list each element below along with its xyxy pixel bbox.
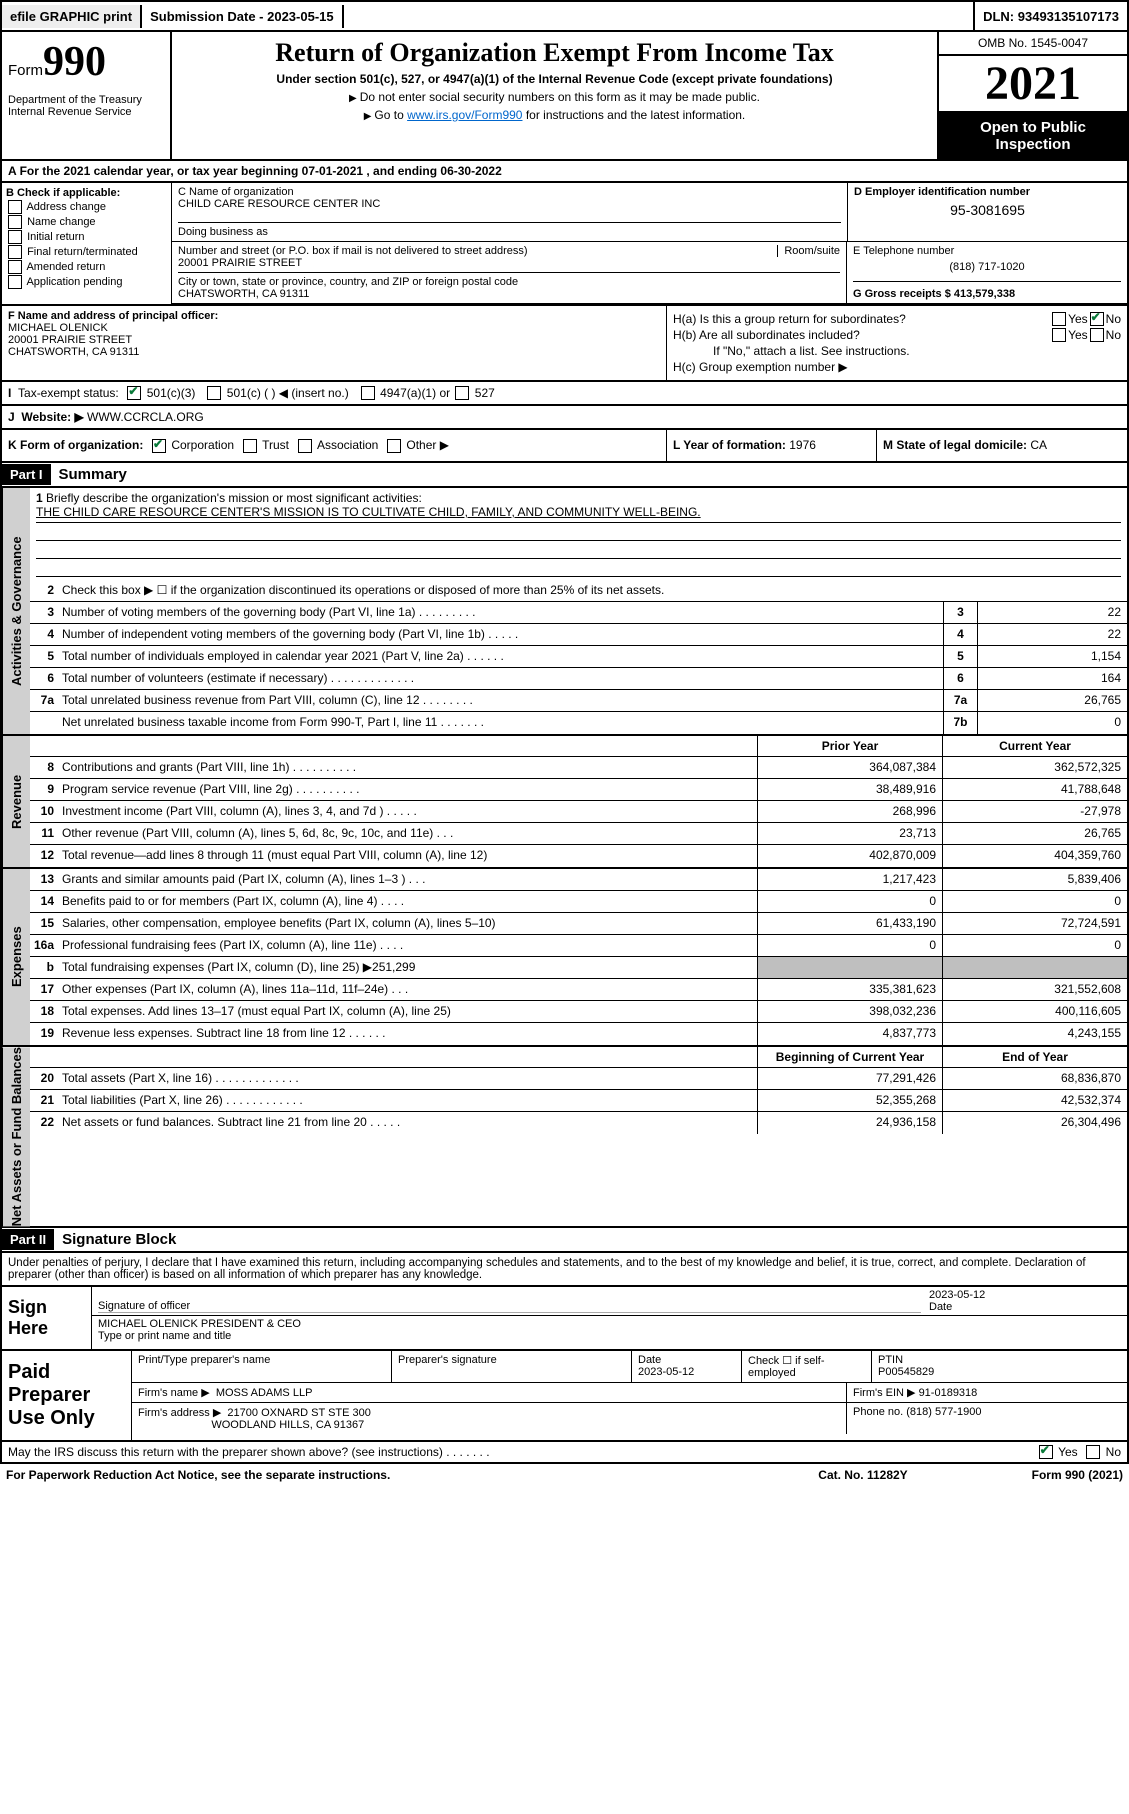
row-j-website: J Website: ▶ WWW.CCRCLA.ORG (0, 406, 1129, 430)
principal-officer: F Name and address of principal officer:… (2, 306, 667, 380)
row-a-tax-year: A For the 2021 calendar year, or tax yea… (0, 161, 1129, 183)
chk-name-change[interactable]: Name change (6, 215, 167, 229)
hb-yes[interactable] (1052, 328, 1066, 342)
row-i-tax-exempt: I Tax-exempt status: 501(c)(3) 501(c) ( … (0, 382, 1129, 406)
form-subtitle: Under section 501(c), 527, or 4947(a)(1)… (178, 72, 931, 86)
tab-governance: Activities & Governance (2, 488, 30, 734)
v3: 22 (977, 602, 1127, 623)
v7a: 26,765 (977, 690, 1127, 711)
net-assets-section: Net Assets or Fund Balances Beginning of… (0, 1047, 1129, 1228)
section-b-c-d-e: B Check if applicable: Address change Na… (0, 183, 1129, 306)
form-title-block: Return of Organization Exempt From Incom… (172, 32, 937, 159)
section-f-h: F Name and address of principal officer:… (0, 306, 1129, 382)
form-header: Form990 Department of the Treasury Inter… (0, 32, 1129, 161)
tab-expenses: Expenses (2, 869, 30, 1045)
row-k-l-m: K Form of organization: Corporation Trus… (0, 430, 1129, 463)
address: Number and street (or P.O. box if mail i… (172, 242, 847, 303)
tab-net-assets: Net Assets or Fund Balances (2, 1047, 30, 1226)
form-note-link: Go to www.irs.gov/Form990 for instructio… (178, 108, 931, 122)
discuss-yes[interactable] (1039, 1445, 1053, 1459)
tax-year: 2021 (939, 56, 1127, 113)
chk-501c[interactable] (207, 386, 221, 400)
revenue-section: Revenue Prior YearCurrent Year 8Contribu… (0, 736, 1129, 869)
chk-assoc[interactable] (298, 439, 312, 453)
expenses-section: Expenses 13Grants and similar amounts pa… (0, 869, 1129, 1047)
bottom-row: For Paperwork Reduction Act Notice, see … (0, 1464, 1129, 1486)
chk-527[interactable] (455, 386, 469, 400)
chk-final-return[interactable]: Final return/terminated (6, 245, 167, 259)
omb-number: OMB No. 1545-0047 (939, 32, 1127, 56)
tab-revenue: Revenue (2, 736, 30, 867)
dln: DLN: 93493135107173 (975, 5, 1127, 28)
paid-preparer: Paid Preparer Use Only Print/Type prepar… (0, 1351, 1129, 1442)
form-number-block: Form990 Department of the Treasury Inter… (2, 32, 172, 159)
chk-trust[interactable] (243, 439, 257, 453)
col-b-checkboxes: B Check if applicable: Address change Na… (2, 183, 172, 304)
header-right: OMB No. 1545-0047 2021 Open to Public In… (937, 32, 1127, 159)
chk-other[interactable] (387, 439, 401, 453)
website-link[interactable]: WWW.CCRCLA.ORG (87, 410, 204, 424)
v6: 164 (977, 668, 1127, 689)
form-note-ssn: Do not enter social security numbers on … (178, 90, 931, 104)
ha-no[interactable] (1090, 312, 1104, 326)
efile-print-button[interactable]: efile GRAPHIC print (2, 5, 142, 28)
state-domicile: M State of legal domicile: CA (877, 430, 1127, 461)
topbar-spacer (344, 2, 975, 30)
dept-treasury: Department of the Treasury Internal Reve… (8, 94, 164, 118)
hb-no[interactable] (1090, 328, 1104, 342)
phone-gross: E Telephone number (818) 717-1020 G Gros… (847, 242, 1127, 303)
group-return: H(a) Is this a group return for subordin… (667, 306, 1127, 380)
v5: 1,154 (977, 646, 1127, 667)
open-public: Open to Public Inspection (939, 113, 1127, 159)
part-i-header: Part I Summary (0, 463, 1129, 488)
chk-4947[interactable] (361, 386, 375, 400)
sign-here: Sign Here Signature of officer2023-05-12… (0, 1287, 1129, 1351)
ein: D Employer identification number 95-3081… (847, 183, 1127, 241)
v7b: 0 (977, 712, 1127, 734)
v4: 22 (977, 624, 1127, 645)
irs-link[interactable]: www.irs.gov/Form990 (407, 108, 522, 122)
chk-amended-return[interactable]: Amended return (6, 260, 167, 274)
submission-date: Submission Date - 2023-05-15 (142, 5, 344, 28)
chk-501c3[interactable] (127, 386, 141, 400)
col-c-d: C Name of organization CHILD CARE RESOUR… (172, 183, 1127, 304)
chk-address-change[interactable]: Address change (6, 200, 167, 214)
org-name: C Name of organization CHILD CARE RESOUR… (172, 183, 847, 241)
form-of-org: K Form of organization: Corporation Trus… (2, 430, 667, 461)
irs-discuss: May the IRS discuss this return with the… (0, 1442, 1129, 1464)
topbar: efile GRAPHIC print Submission Date - 20… (0, 0, 1129, 32)
discuss-no[interactable] (1086, 1445, 1100, 1459)
year-formation: L Year of formation: 1976 (667, 430, 877, 461)
part-ii-header: Part II Signature Block (0, 1228, 1129, 1253)
form-title: Return of Organization Exempt From Incom… (178, 38, 931, 68)
governance-section: Activities & Governance 1 Briefly descri… (0, 488, 1129, 736)
sig-declaration: Under penalties of perjury, I declare th… (0, 1253, 1129, 1287)
chk-application-pending[interactable]: Application pending (6, 275, 167, 289)
line-1-mission: 1 Briefly describe the organization's mi… (30, 488, 1127, 580)
chk-corp[interactable] (152, 439, 166, 453)
chk-initial-return[interactable]: Initial return (6, 230, 167, 244)
ha-yes[interactable] (1052, 312, 1066, 326)
